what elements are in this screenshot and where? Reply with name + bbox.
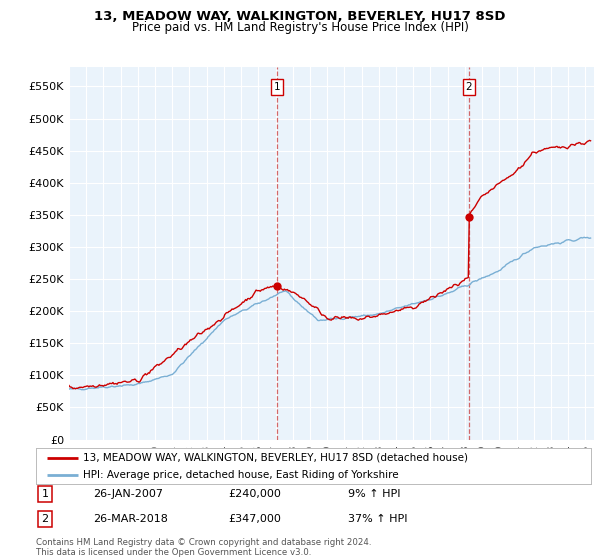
Text: 37% ↑ HPI: 37% ↑ HPI	[348, 514, 407, 524]
Text: 1: 1	[274, 82, 280, 92]
Text: 13, MEADOW WAY, WALKINGTON, BEVERLEY, HU17 8SD: 13, MEADOW WAY, WALKINGTON, BEVERLEY, HU…	[94, 10, 506, 23]
Text: 2: 2	[466, 82, 472, 92]
Text: HPI: Average price, detached house, East Riding of Yorkshire: HPI: Average price, detached house, East…	[83, 470, 399, 479]
Text: 9% ↑ HPI: 9% ↑ HPI	[348, 489, 401, 499]
Text: 1: 1	[41, 489, 49, 499]
Text: 26-JAN-2007: 26-JAN-2007	[93, 489, 163, 499]
Text: 13, MEADOW WAY, WALKINGTON, BEVERLEY, HU17 8SD (detached house): 13, MEADOW WAY, WALKINGTON, BEVERLEY, HU…	[83, 453, 468, 463]
Text: £240,000: £240,000	[228, 489, 281, 499]
Text: Price paid vs. HM Land Registry's House Price Index (HPI): Price paid vs. HM Land Registry's House …	[131, 21, 469, 34]
Text: 26-MAR-2018: 26-MAR-2018	[93, 514, 168, 524]
Text: £347,000: £347,000	[228, 514, 281, 524]
Text: 2: 2	[41, 514, 49, 524]
Text: Contains HM Land Registry data © Crown copyright and database right 2024.
This d: Contains HM Land Registry data © Crown c…	[36, 538, 371, 557]
